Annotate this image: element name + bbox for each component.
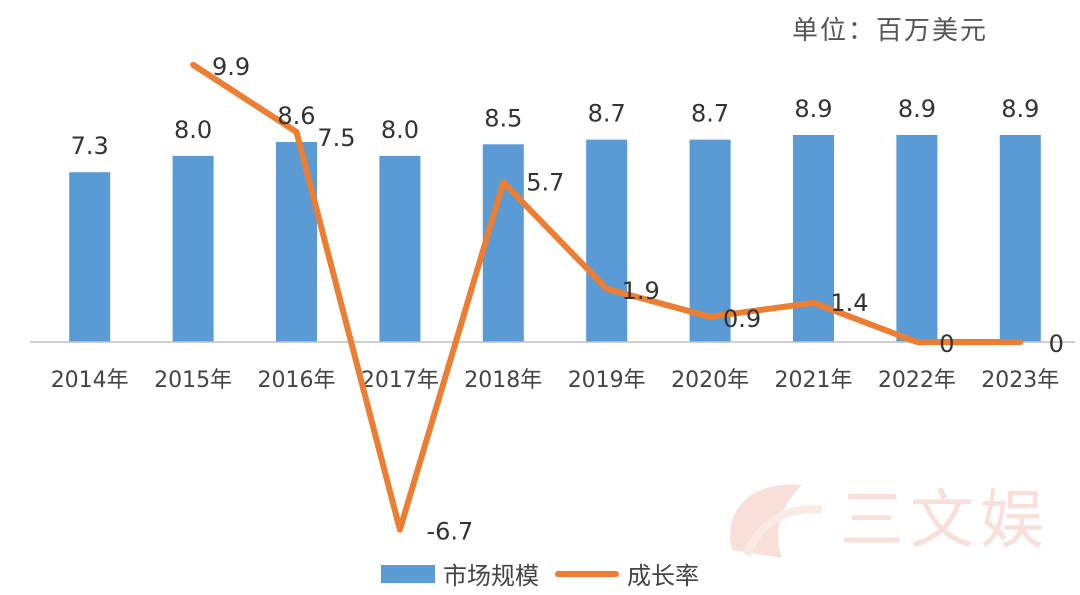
- x-tick-2: 2016年: [258, 368, 336, 393]
- bar-label-6: 8.7: [691, 100, 729, 128]
- bar-label-1: 8.0: [174, 116, 212, 144]
- bar-label-9: 8.9: [1001, 95, 1039, 123]
- x-tick-1: 2015年: [154, 368, 232, 393]
- unit-label: 单位：百万美元: [791, 16, 988, 46]
- bar-6: [689, 139, 731, 342]
- legend-label-line: 成长率: [627, 562, 699, 590]
- bar-label-0: 7.3: [71, 132, 109, 160]
- bar-3: [379, 155, 421, 342]
- watermark-logo: 三文娱: [730, 484, 1050, 558]
- x-tick-8: 2022年: [878, 368, 956, 393]
- watermark-leaf-icon: [730, 484, 802, 558]
- x-tick-labels: 2014年 2015年 2016年 2017年 2018年 2019年 2020年 2021年…: [51, 368, 1060, 393]
- x-tick-4: 2018年: [464, 368, 542, 393]
- watermark-text: 三文娱: [840, 484, 1050, 558]
- legend-item-line: 成长率: [555, 556, 699, 591]
- x-tick-0: 2014年: [51, 368, 129, 393]
- line-label-1: 9.9: [212, 53, 250, 81]
- legend-label-bar: 市场规模: [443, 562, 539, 590]
- x-tick-3: 2017年: [361, 368, 439, 393]
- bar-1: [172, 155, 214, 342]
- x-tick-9: 2023年: [981, 368, 1059, 393]
- bar-4: [482, 144, 524, 342]
- bar-label-3: 8.0: [381, 116, 419, 144]
- legend-swatch-line: [555, 570, 619, 577]
- bar-data-labels: 7.3 8.0 8.6 8.0 8.5 8.7 8.7 8.9 8.9 8.9: [71, 95, 1040, 160]
- line-label-5: 1.9: [622, 277, 660, 305]
- bar-2: [276, 141, 317, 342]
- bar-label-2: 8.6: [277, 102, 315, 130]
- bar-label-8: 8.9: [898, 95, 936, 123]
- x-tick-6: 2020年: [671, 368, 749, 393]
- bar-5: [586, 139, 628, 342]
- line-label-2: 7.5: [317, 124, 355, 152]
- bars-layer: [69, 134, 1041, 342]
- chart-legend: 市场规模 成长率: [0, 556, 1080, 591]
- line-data-labels: 9.9 7.5 -6.7 5.7 1.9 0.9 1.4 0 0: [212, 53, 1064, 546]
- growth-line-layer: [190, 61, 1024, 533]
- x-tick-7: 2021年: [775, 368, 853, 393]
- bar-label-7: 8.9: [794, 95, 832, 123]
- line-label-9: 0: [1049, 330, 1064, 358]
- legend-item-bar: 市场规模: [381, 556, 539, 591]
- x-tick-5: 2019年: [568, 368, 646, 393]
- line-label-7: 1.4: [830, 289, 868, 317]
- bar-0: [69, 172, 111, 342]
- line-label-6: 0.9: [723, 305, 761, 333]
- line-label-4: 5.7: [526, 168, 564, 196]
- growth-line: [190, 61, 1024, 533]
- line-label-3: -6.7: [426, 518, 473, 546]
- bar-label-5: 8.7: [588, 100, 626, 128]
- line-label-8: 0: [939, 330, 954, 358]
- bar-8: [896, 134, 938, 342]
- legend-swatch-bar: [381, 564, 435, 583]
- bar-label-4: 8.5: [484, 104, 522, 132]
- bar-9: [999, 134, 1041, 342]
